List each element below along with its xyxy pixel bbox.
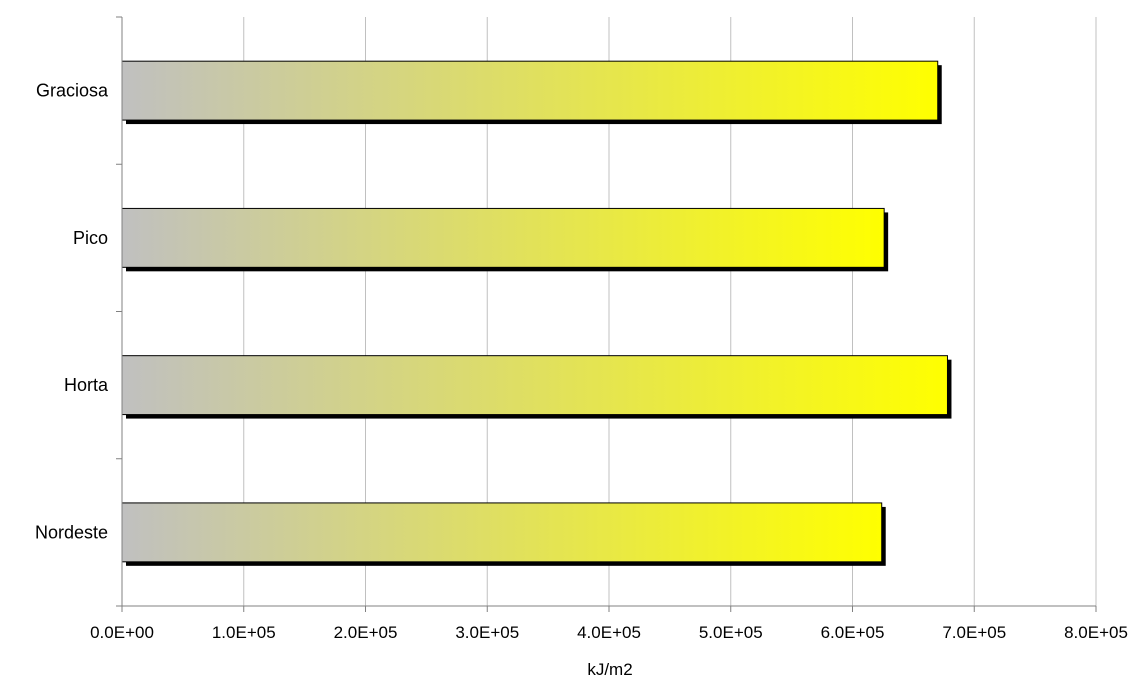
x-axis-title: kJ/m2 bbox=[587, 660, 632, 679]
bars bbox=[121, 60, 952, 566]
category-label: Graciosa bbox=[36, 81, 109, 101]
category-label: Nordeste bbox=[35, 522, 108, 542]
x-tick-label: 5.0E+05 bbox=[699, 623, 763, 642]
category-label: Pico bbox=[73, 228, 108, 248]
x-tick-label: 1.0E+05 bbox=[212, 623, 276, 642]
bar-graciosa bbox=[121, 60, 939, 121]
labels: 0.0E+00 1.0E+05 2.0E+05 3.0E+05 4.0E+05 5.0E+… bbox=[35, 81, 1128, 642]
bar-horta bbox=[121, 355, 948, 416]
category-label: Horta bbox=[64, 375, 109, 395]
x-tick-label: 4.0E+05 bbox=[577, 623, 641, 642]
x-tick-label: 2.0E+05 bbox=[334, 623, 398, 642]
x-tick-label: 8.0E+05 bbox=[1064, 623, 1128, 642]
x-tick-label: 3.0E+05 bbox=[455, 623, 519, 642]
bar-nordeste bbox=[121, 502, 883, 563]
x-tick-label: 7.0E+05 bbox=[942, 623, 1006, 642]
axes bbox=[116, 16, 1097, 612]
bar-pico bbox=[121, 207, 885, 268]
x-tick-label: 0.0E+00 bbox=[90, 623, 154, 642]
x-tick-label: 6.0E+05 bbox=[821, 623, 885, 642]
